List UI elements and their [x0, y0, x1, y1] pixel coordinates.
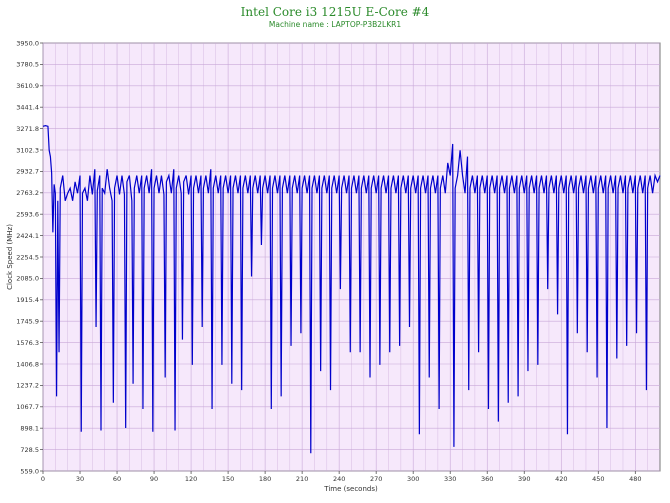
y-tick-label: 728.5 [20, 446, 39, 454]
y-tick-label: 2085.0 [16, 275, 39, 283]
y-tick-label: 3271.8 [16, 125, 39, 133]
x-tick-label: 420 [555, 475, 567, 483]
y-tick-label: 1915.4 [16, 296, 39, 304]
x-tick-label: 480 [629, 475, 641, 483]
x-tick-label: 390 [518, 475, 530, 483]
x-tick-label: 450 [592, 475, 604, 483]
y-axis-label: Clock Speed (MHz) [6, 224, 14, 290]
y-tick-label: 898.1 [20, 425, 39, 433]
x-tick-label: 30 [76, 475, 84, 483]
x-axis-ticks: 0 30 60 90 120 150 180 210 240 270 300 330 360 390 420… [41, 471, 642, 483]
y-tick-label: 3610.9 [16, 82, 39, 90]
x-tick-label: 360 [481, 475, 493, 483]
x-tick-label: 210 [296, 475, 308, 483]
x-tick-label: 60 [113, 475, 121, 483]
x-tick-label: 300 [407, 475, 419, 483]
y-tick-label: 3950.0 [16, 39, 39, 47]
y-tick-label: 2932.7 [16, 168, 39, 176]
y-tick-label: 1576.3 [16, 339, 39, 347]
x-tick-label: 270 [370, 475, 382, 483]
x-tick-label: 0 [41, 475, 45, 483]
chart-subtitle: Machine name : LAPTOP-P3B2LKR1 [269, 20, 401, 29]
y-tick-label: 3441.4 [16, 103, 39, 111]
y-tick-label: 2254.5 [16, 253, 39, 261]
y-tick-label: 2424.1 [16, 232, 39, 240]
series-line [42, 125, 661, 454]
x-tick-label: 180 [259, 475, 271, 483]
chart-title: Intel Core i3 1215U E-Core #4 [241, 5, 430, 19]
y-tick-label: 2763.2 [16, 189, 39, 197]
x-tick-label: 330 [444, 475, 456, 483]
x-tick-label: 150 [222, 475, 234, 483]
x-tick-label: 120 [185, 475, 197, 483]
y-tick-label: 3102.3 [16, 146, 39, 154]
y-tick-label: 1745.9 [16, 317, 39, 325]
y-tick-label: 1237.2 [16, 382, 39, 390]
y-tick-label: 2593.6 [16, 211, 39, 219]
y-tick-label: 3780.5 [16, 61, 39, 69]
y-tick-label: 559.0 [20, 467, 39, 475]
y-tick-label: 1067.7 [16, 403, 39, 411]
y-tick-label: 1406.8 [16, 360, 39, 368]
x-tick-label: 90 [150, 475, 158, 483]
y-axis-ticks: 559.0 728.5 898.1 1067.7 1237.2 1406.8 1576.3 1… [16, 39, 43, 475]
x-axis-label: Time (seconds) [323, 485, 378, 493]
x-tick-label: 240 [333, 475, 345, 483]
